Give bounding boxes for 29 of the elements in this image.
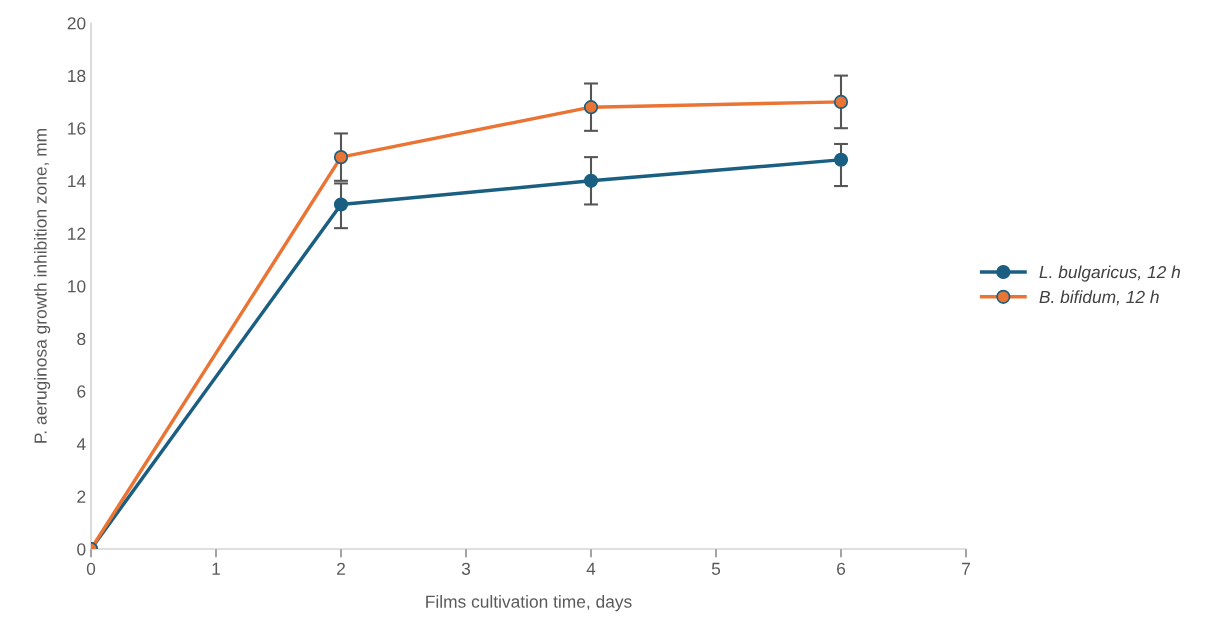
point xyxy=(833,152,849,167)
x-tick-label: 1 xyxy=(212,562,220,575)
point xyxy=(583,100,599,115)
y-tick-label: 20 xyxy=(67,17,86,30)
x-axis-title: Films cultivation time, days xyxy=(426,595,632,612)
x-tick-label: 4 xyxy=(586,562,596,575)
y-tick-label: 18 xyxy=(68,69,86,83)
x-tick-label: 6 xyxy=(837,562,846,575)
x-tick-label: 0 xyxy=(86,562,96,575)
legend-label: L. bulgaricus, 12 h xyxy=(1039,265,1180,282)
y-tick-label: 6 xyxy=(77,385,86,398)
y-tick-label: 12 xyxy=(68,227,86,240)
y-tick-label: 2 xyxy=(77,490,86,503)
y-tick-label: 14 xyxy=(68,175,86,188)
y-tick-label: 10 xyxy=(68,280,86,293)
point xyxy=(583,173,599,188)
point xyxy=(833,94,849,109)
legend-label: B. bifidum, 12 h xyxy=(1039,290,1159,306)
y-tick-label: 4 xyxy=(76,438,86,451)
y-axis-title: P. aeruginosa growth inhibition zone, mm xyxy=(33,129,51,443)
x-tick-label: 7 xyxy=(962,562,970,575)
point xyxy=(333,150,349,165)
point xyxy=(333,197,349,212)
x-tick-label: 5 xyxy=(711,562,721,575)
y-tick-label: 8 xyxy=(77,332,86,346)
x-tick-label: 3 xyxy=(461,562,471,575)
y-tick-label: 0 xyxy=(77,543,86,556)
y-tick-label: 16 xyxy=(68,122,86,135)
x-tick-label: 2 xyxy=(337,562,345,575)
